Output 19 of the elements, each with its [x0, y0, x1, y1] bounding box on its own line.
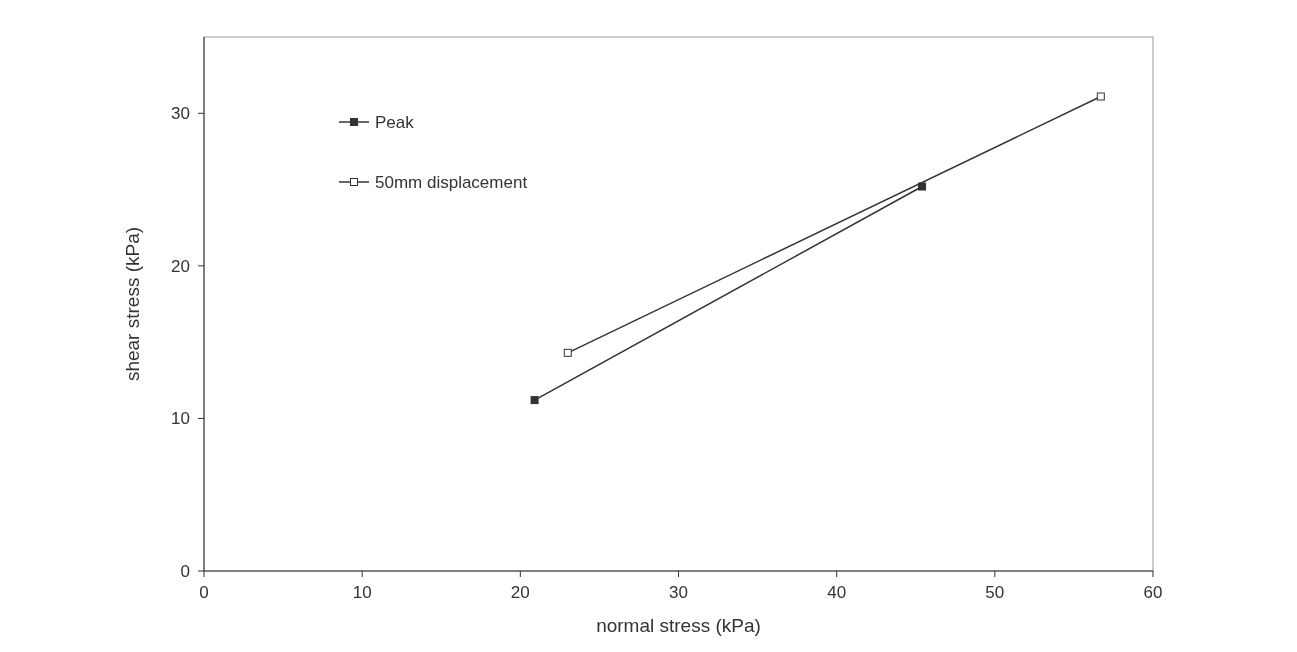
y-axis-title: shear stress (kPa) — [122, 226, 143, 382]
point — [918, 182, 927, 191]
x-tick-label: 60 — [1143, 583, 1163, 602]
y-tick-label: 0 — [180, 562, 190, 581]
x-tick-label: 50 — [985, 583, 1005, 602]
point — [1096, 92, 1105, 101]
point — [563, 348, 572, 357]
y-tick-label: 30 — [171, 104, 190, 124]
x-axis-title: normal stress (kPa) — [596, 615, 761, 636]
x-tick-label: 40 — [827, 583, 847, 602]
x-tick-label: 30 — [669, 583, 688, 602]
point — [530, 396, 539, 405]
y-tick-label: 20 — [171, 256, 190, 276]
legend-label: Peak — [375, 113, 415, 132]
y-tick-label: 10 — [171, 409, 190, 429]
legend-label: 50mm displacement — [375, 173, 528, 192]
x-tick-label: 20 — [510, 583, 530, 602]
x-tick-label: 10 — [352, 583, 372, 602]
x-tick-label: 0 — [199, 583, 209, 602]
